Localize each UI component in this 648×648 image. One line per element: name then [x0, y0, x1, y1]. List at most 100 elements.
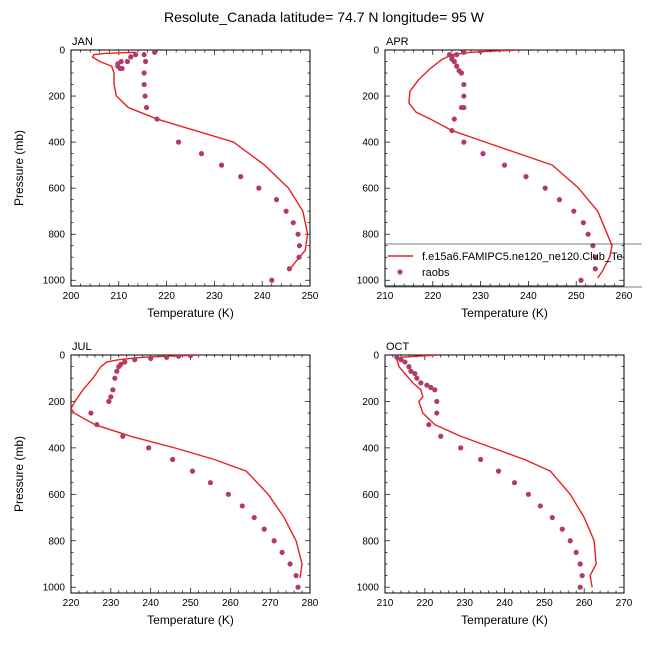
- obs-point: [402, 359, 408, 365]
- y-axis-label: Pressure (mb): [12, 130, 26, 206]
- obs-point: [434, 398, 440, 405]
- obs-point: [573, 549, 579, 555]
- obs-point: [592, 254, 598, 260]
- obs-point: [239, 503, 245, 509]
- obs-point: [446, 52, 453, 58]
- y-tick-label: 400: [48, 443, 65, 454]
- obs-point: [187, 355, 194, 359]
- figure-title: Resolute_Canada latitude= 74.7 N longitu…: [164, 9, 485, 25]
- obs-point: [418, 380, 424, 386]
- obs-point: [458, 445, 464, 451]
- obs-point: [458, 70, 465, 76]
- x-tick-label: 280: [302, 598, 319, 609]
- obs-point: [128, 54, 134, 60]
- obs-point: [523, 174, 529, 180]
- obs-point: [256, 185, 262, 191]
- x-tick-label: 240: [496, 598, 513, 609]
- obs-point: [426, 422, 432, 428]
- panel-title: APR: [386, 36, 409, 48]
- obs-point: [141, 70, 147, 76]
- obs-point: [154, 116, 160, 122]
- obs-point: [110, 387, 116, 393]
- obs-point: [271, 538, 277, 544]
- obs-point: [579, 572, 585, 579]
- obs-point: [590, 243, 596, 249]
- obs-point: [438, 433, 444, 439]
- obs-point: [432, 387, 438, 393]
- y-tick-label: 0: [59, 46, 65, 57]
- obs-point: [269, 277, 275, 283]
- plot-area: [408, 50, 613, 283]
- obs-point: [261, 526, 267, 532]
- obs-point: [478, 456, 484, 463]
- plot-area: [71, 355, 303, 590]
- y-tick-label: 0: [373, 46, 379, 57]
- obs-point: [146, 445, 152, 451]
- x-tick-label: 250: [182, 598, 199, 609]
- obs-point: [414, 375, 420, 381]
- x-tick-label: 230: [472, 291, 489, 302]
- obs-point: [148, 355, 154, 362]
- obs-point: [461, 93, 467, 99]
- obs-point: [225, 491, 231, 497]
- legend: f.e15a6.FAMIPC5.ne120_ne120.Club_Te raob…: [385, 243, 642, 288]
- x-tick-label: 270: [616, 598, 633, 609]
- model-profile-line: [396, 355, 597, 588]
- obs-point: [408, 368, 414, 374]
- x-axis-label: Temperature (K): [147, 306, 234, 320]
- y-tick-label: 200: [362, 397, 379, 408]
- obs-point: [142, 93, 148, 99]
- obs-point: [132, 52, 139, 58]
- x-tick-label: 250: [302, 291, 319, 302]
- panels: JAN 200 210 220 230 240 250 0 200 400 600 800 1000 Te…: [12, 36, 633, 627]
- x-tick-label: 210: [377, 291, 394, 302]
- x-tick-label: 230: [206, 291, 223, 302]
- y-tick-label: 1000: [43, 276, 66, 287]
- x-axis-label: Temperature (K): [461, 613, 548, 627]
- y-tick-label: 800: [362, 230, 379, 241]
- obs-point: [238, 174, 244, 180]
- obs-point: [251, 514, 257, 521]
- obs-point: [585, 231, 591, 237]
- y-tick-label: 600: [48, 184, 65, 195]
- obs-point: [567, 538, 573, 544]
- model-profile-line: [71, 355, 303, 579]
- obs-point: [406, 364, 412, 370]
- obs-point: [279, 549, 285, 555]
- obs-point: [295, 584, 301, 590]
- obs-point: [449, 127, 455, 134]
- y-tick-label: 1000: [43, 583, 66, 594]
- obs-point: [142, 58, 149, 65]
- x-tick-label: 220: [424, 291, 441, 302]
- obs-point: [114, 368, 120, 374]
- y-tick-label: 200: [362, 92, 379, 103]
- obs-point: [394, 355, 400, 360]
- obs-point: [592, 266, 598, 272]
- x-tick-label: 240: [520, 291, 537, 302]
- plot-area: [91, 50, 309, 283]
- obs-point: [578, 277, 584, 283]
- obs-point: [132, 357, 138, 363]
- obs-point: [480, 151, 486, 157]
- y-tick-label: 600: [362, 184, 379, 195]
- obs-point: [451, 58, 457, 65]
- obs-point: [495, 468, 502, 474]
- obs-point: [198, 151, 205, 157]
- obs-point: [164, 355, 170, 360]
- obs-point: [122, 359, 128, 365]
- obs-point: [112, 375, 118, 381]
- y-tick-label: 0: [373, 351, 379, 362]
- obs-point: [169, 456, 176, 463]
- obs-point: [577, 584, 583, 590]
- panel-title: JAN: [72, 36, 93, 48]
- obs-point: [549, 514, 555, 521]
- obs-point: [94, 422, 100, 428]
- obs-point: [577, 561, 583, 567]
- x-tick-label: 240: [142, 598, 159, 609]
- obs-point: [398, 357, 404, 363]
- obs-point: [175, 355, 182, 359]
- obs-point: [273, 197, 280, 203]
- y-tick-label: 400: [362, 138, 379, 149]
- x-tick-label: 260: [616, 291, 633, 302]
- y-tick-label: 800: [362, 536, 379, 547]
